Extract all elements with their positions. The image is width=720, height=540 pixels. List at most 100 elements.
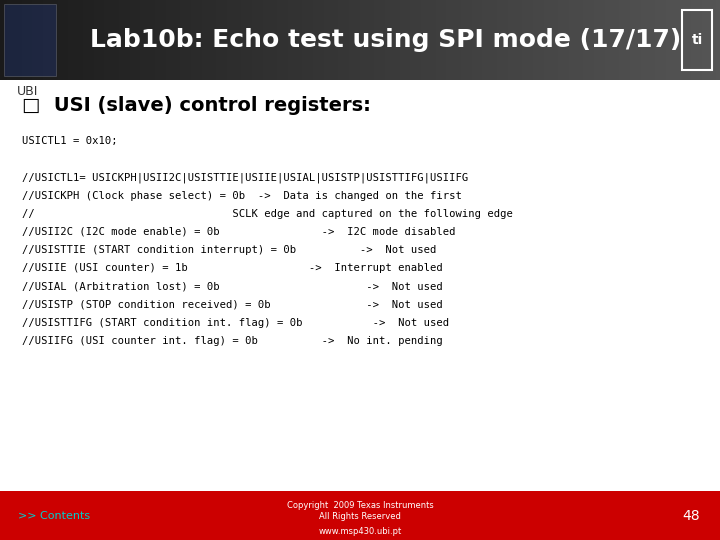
Polygon shape [173, 0, 176, 80]
Polygon shape [25, 0, 29, 80]
Polygon shape [256, 0, 259, 80]
Polygon shape [670, 0, 673, 80]
Polygon shape [400, 0, 403, 80]
Text: //USIAL (Arbitration lost) = 0b                       ->  Not used: //USIAL (Arbitration lost) = 0b -> Not u… [22, 281, 443, 292]
Polygon shape [630, 0, 634, 80]
Polygon shape [457, 0, 461, 80]
Polygon shape [407, 0, 410, 80]
Polygon shape [202, 0, 205, 80]
Polygon shape [162, 0, 166, 80]
Polygon shape [382, 0, 385, 80]
Text: UBI: UBI [17, 85, 39, 98]
Polygon shape [263, 0, 266, 80]
Polygon shape [11, 0, 14, 80]
Polygon shape [65, 0, 68, 80]
Polygon shape [130, 0, 133, 80]
Polygon shape [558, 0, 562, 80]
Polygon shape [702, 0, 706, 80]
Polygon shape [396, 0, 400, 80]
Polygon shape [544, 0, 547, 80]
Polygon shape [338, 0, 342, 80]
Polygon shape [151, 0, 155, 80]
Text: //USISTTIE (START condition interrupt) = 0b          ->  Not used: //USISTTIE (START condition interrupt) =… [22, 245, 436, 255]
Polygon shape [349, 0, 353, 80]
Polygon shape [709, 0, 713, 80]
Polygon shape [425, 0, 428, 80]
Polygon shape [662, 0, 666, 80]
Polygon shape [284, 0, 288, 80]
Polygon shape [230, 0, 234, 80]
Polygon shape [36, 0, 40, 80]
FancyBboxPatch shape [0, 491, 720, 540]
Polygon shape [533, 0, 536, 80]
Polygon shape [187, 0, 191, 80]
Polygon shape [295, 0, 299, 80]
Polygon shape [454, 0, 457, 80]
Polygon shape [137, 0, 140, 80]
Polygon shape [443, 0, 446, 80]
Polygon shape [158, 0, 162, 80]
Polygon shape [14, 0, 18, 80]
Polygon shape [299, 0, 302, 80]
Polygon shape [583, 0, 587, 80]
Polygon shape [612, 0, 616, 80]
Polygon shape [713, 0, 716, 80]
Polygon shape [79, 0, 83, 80]
Polygon shape [288, 0, 292, 80]
Polygon shape [245, 0, 248, 80]
Text: >> Contents: >> Contents [18, 511, 90, 521]
Polygon shape [551, 0, 554, 80]
Polygon shape [626, 0, 630, 80]
Polygon shape [259, 0, 263, 80]
Polygon shape [497, 0, 500, 80]
Polygon shape [58, 0, 61, 80]
FancyBboxPatch shape [4, 4, 56, 76]
Polygon shape [119, 0, 122, 80]
Polygon shape [0, 0, 4, 80]
Polygon shape [522, 0, 526, 80]
Polygon shape [403, 0, 407, 80]
Text: USICTL1 = 0x10;: USICTL1 = 0x10; [22, 136, 117, 146]
Polygon shape [227, 0, 230, 80]
Polygon shape [115, 0, 119, 80]
Polygon shape [342, 0, 346, 80]
Polygon shape [86, 0, 90, 80]
Polygon shape [385, 0, 389, 80]
Polygon shape [688, 0, 691, 80]
Polygon shape [32, 0, 36, 80]
Polygon shape [392, 0, 396, 80]
Polygon shape [414, 0, 418, 80]
Polygon shape [569, 0, 572, 80]
Polygon shape [576, 0, 580, 80]
Polygon shape [594, 0, 598, 80]
Polygon shape [166, 0, 169, 80]
Polygon shape [648, 0, 652, 80]
Polygon shape [360, 0, 364, 80]
Polygon shape [706, 0, 709, 80]
Polygon shape [18, 0, 22, 80]
Polygon shape [194, 0, 198, 80]
Polygon shape [61, 0, 65, 80]
Polygon shape [238, 0, 241, 80]
Polygon shape [155, 0, 158, 80]
Polygon shape [475, 0, 479, 80]
Polygon shape [619, 0, 623, 80]
Polygon shape [198, 0, 202, 80]
Polygon shape [306, 0, 310, 80]
Polygon shape [439, 0, 443, 80]
Polygon shape [608, 0, 612, 80]
Text: //                               SCLK edge and captured on the following edge: // SCLK edge and captured on the followi… [22, 209, 513, 219]
Polygon shape [68, 0, 72, 80]
Polygon shape [83, 0, 86, 80]
Polygon shape [677, 0, 680, 80]
Polygon shape [47, 0, 50, 80]
Polygon shape [252, 0, 256, 80]
Polygon shape [526, 0, 529, 80]
Polygon shape [313, 0, 317, 80]
Polygon shape [364, 0, 367, 80]
Polygon shape [248, 0, 252, 80]
Polygon shape [270, 0, 274, 80]
Polygon shape [590, 0, 594, 80]
Text: Lab10b: Echo test using SPI mode (17/17): Lab10b: Echo test using SPI mode (17/17) [90, 28, 681, 52]
Polygon shape [464, 0, 468, 80]
